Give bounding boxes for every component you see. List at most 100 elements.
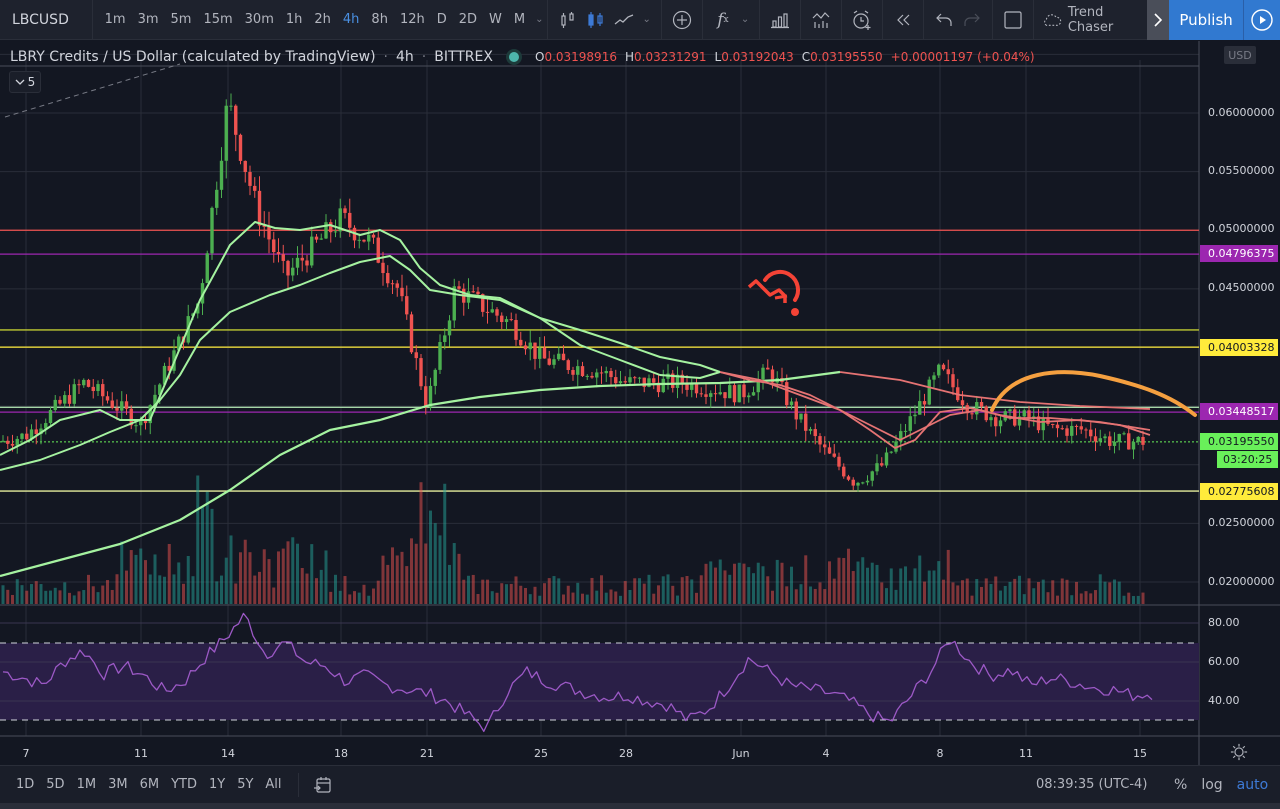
range-3m[interactable]: 3M bbox=[108, 777, 128, 792]
candle-up bbox=[884, 452, 889, 466]
volume-bar bbox=[44, 590, 48, 604]
alert-icon[interactable] bbox=[848, 6, 876, 34]
symbol-search-button[interactable]: LBCUSD bbox=[0, 0, 93, 40]
publish-video-button[interactable] bbox=[1244, 0, 1280, 40]
top-toolbar: LBCUSD 1m 3m 5m 15m 30m 1h 2h 4h 8h 12h D 2D W M ⌄ ⌄ f… bbox=[0, 0, 1280, 40]
expand-toolbar-button[interactable] bbox=[1147, 0, 1169, 40]
interval-3m[interactable]: 3m bbox=[137, 12, 159, 27]
interval-D[interactable]: D bbox=[436, 12, 447, 27]
rsi-axis-label: 60.00 bbox=[1208, 655, 1240, 668]
interval-dropdown-icon[interactable]: ⌄ bbox=[535, 14, 544, 25]
chart-type-dropdown-icon[interactable]: ⌄ bbox=[642, 14, 651, 25]
volume-bar bbox=[927, 570, 931, 604]
templates-icon[interactable] bbox=[807, 6, 835, 34]
log-scale-toggle[interactable]: log bbox=[1201, 776, 1223, 793]
interval-2D[interactable]: 2D bbox=[458, 12, 478, 27]
layout-name-button[interactable]: Trend Chaser bbox=[1034, 0, 1147, 40]
candle-up bbox=[628, 377, 632, 383]
candle-up bbox=[761, 367, 765, 380]
candle-up bbox=[158, 384, 162, 395]
volume-bar bbox=[1046, 592, 1050, 604]
publish-button[interactable]: Publish bbox=[1168, 0, 1245, 40]
publish-label: Publish bbox=[1179, 10, 1233, 29]
open-value: 0.03198916 bbox=[544, 50, 617, 64]
line-chart-icon[interactable] bbox=[610, 6, 638, 34]
candle-up bbox=[747, 395, 751, 398]
financials-icon[interactable] bbox=[766, 6, 794, 34]
undo-icon[interactable] bbox=[930, 6, 958, 34]
candle-down bbox=[1093, 436, 1098, 442]
candle-down bbox=[495, 309, 499, 316]
candle-up bbox=[932, 375, 936, 380]
candle-down bbox=[167, 365, 171, 371]
interval-5m[interactable]: 5m bbox=[170, 12, 192, 27]
gear-icon[interactable] bbox=[1230, 743, 1248, 761]
time-axis-label: 4 bbox=[822, 747, 830, 760]
fullscreen-icon[interactable] bbox=[999, 6, 1027, 34]
clock-timezone[interactable]: 08:39:35 (UTC-4) bbox=[1036, 777, 1148, 792]
bar-chart-icon[interactable] bbox=[554, 6, 582, 34]
volume-bar bbox=[566, 585, 570, 604]
range-1m[interactable]: 1M bbox=[76, 777, 97, 792]
interval-4h[interactable]: 4h bbox=[342, 12, 360, 27]
auto-scale-toggle[interactable]: auto bbox=[1236, 776, 1269, 793]
candle-up bbox=[310, 236, 314, 266]
goto-date-icon[interactable] bbox=[309, 771, 337, 799]
volume-bar bbox=[680, 577, 684, 604]
range-6m[interactable]: 6M bbox=[139, 777, 160, 792]
volume-bar bbox=[1013, 578, 1017, 604]
range-all[interactable]: All bbox=[265, 777, 282, 792]
interval-1h[interactable]: 1h bbox=[285, 12, 303, 27]
interval-1m[interactable]: 1m bbox=[104, 12, 126, 27]
range-1d[interactable]: 1D bbox=[16, 777, 35, 792]
currency-badge[interactable]: USD bbox=[1224, 46, 1256, 64]
candle-up bbox=[200, 283, 205, 304]
indicators-collapse-button[interactable]: 5 bbox=[9, 71, 41, 93]
candles-icon[interactable] bbox=[582, 6, 610, 34]
interval-15m[interactable]: 15m bbox=[203, 12, 233, 27]
interval-M[interactable]: M bbox=[513, 12, 526, 27]
volume-bar bbox=[989, 583, 993, 604]
candle-down bbox=[609, 370, 613, 378]
candle-down bbox=[1036, 416, 1041, 431]
range-1y[interactable]: 1Y bbox=[208, 777, 226, 792]
volume-bar bbox=[552, 576, 556, 604]
candle-up bbox=[989, 417, 993, 421]
volume-bar bbox=[153, 554, 157, 604]
volume-bar bbox=[191, 576, 195, 604]
volume-bar bbox=[310, 544, 314, 604]
custom-annotation-icon[interactable] bbox=[747, 270, 801, 316]
low-value: 0.03192043 bbox=[721, 50, 794, 64]
interval-30m[interactable]: 30m bbox=[244, 12, 274, 27]
volume-bar bbox=[1113, 579, 1116, 604]
interval-12h[interactable]: 12h bbox=[399, 12, 425, 27]
volume-bar bbox=[1056, 595, 1059, 604]
candle-up bbox=[96, 384, 100, 392]
replay-icon[interactable] bbox=[889, 6, 917, 34]
candle-up bbox=[927, 379, 931, 405]
volume-bar bbox=[528, 594, 532, 604]
candle-down bbox=[652, 378, 656, 383]
interval-8h[interactable]: 8h bbox=[371, 12, 388, 27]
range-ytd[interactable]: YTD bbox=[171, 777, 197, 792]
candle-down bbox=[832, 453, 836, 457]
volume-bar bbox=[733, 563, 736, 604]
candle-up bbox=[29, 429, 34, 440]
chart-area[interactable]: LBRY Credits / US Dollar (calculated by … bbox=[0, 41, 1280, 765]
candle-up bbox=[918, 401, 922, 415]
candle-up bbox=[82, 379, 86, 386]
price-chart-canvas[interactable] bbox=[0, 41, 1280, 765]
percent-scale-toggle[interactable]: % bbox=[1174, 776, 1188, 793]
volume-bar bbox=[215, 581, 219, 604]
volume-bar bbox=[1032, 588, 1036, 604]
redo-icon[interactable] bbox=[958, 6, 986, 34]
interval-2h[interactable]: 2h bbox=[314, 12, 331, 27]
interval-W[interactable]: W bbox=[489, 12, 502, 27]
range-5d[interactable]: 5D bbox=[46, 777, 65, 792]
volume-bar bbox=[167, 543, 171, 604]
indicators-dropdown-icon[interactable]: ⌄ bbox=[740, 14, 750, 25]
indicators-count: 5 bbox=[27, 75, 36, 89]
add-compare-icon[interactable] bbox=[668, 6, 696, 34]
range-5y[interactable]: 5Y bbox=[237, 777, 254, 792]
